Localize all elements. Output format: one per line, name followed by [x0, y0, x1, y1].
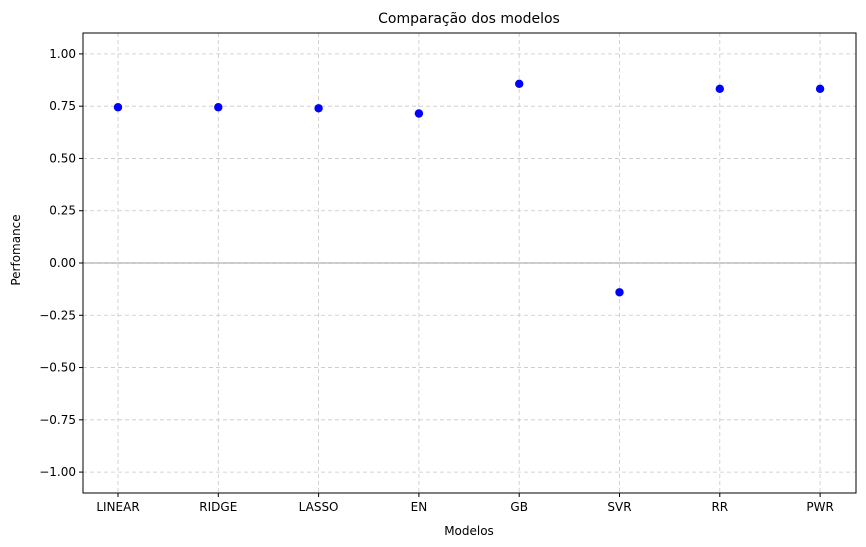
chart-title: Comparação dos modelos — [378, 11, 560, 27]
x-tick-label-ridge: RIDGE — [199, 500, 237, 514]
points-layer — [113, 79, 825, 297]
data-point-gb — [515, 79, 524, 89]
x-ticks: LINEAR RIDGE LASSO EN GB SVR RR PWR — [96, 493, 834, 514]
y-tick-label-1: −0.75 — [39, 413, 76, 427]
x-tick-label-svr: SVR — [607, 500, 631, 514]
x-tick-label-gb: GB — [510, 500, 528, 514]
x-tick-label-lasso: LASSO — [299, 500, 339, 514]
data-point-ridge — [214, 103, 223, 112]
data-point-linear — [113, 103, 123, 112]
y-tick-label-4: 0.00 — [49, 256, 76, 270]
x-tick-label-linear: LINEAR — [96, 500, 139, 514]
data-point-lasso — [314, 104, 323, 113]
data-point-en — [414, 109, 424, 118]
y-tick-label-6: 0.50 — [49, 151, 76, 165]
data-point-rr — [715, 84, 724, 94]
data-point-pwr — [815, 84, 825, 94]
y-tick-label-5: 0.25 — [49, 204, 76, 218]
x-tick-label-en: EN — [411, 500, 428, 514]
y-axis-label: Perfomance — [9, 214, 23, 285]
x-axis-label: Modelos — [444, 524, 494, 538]
y-tick-label-2: −0.50 — [39, 361, 76, 375]
data-point-svr — [615, 288, 624, 297]
y-tick-label-7: 0.75 — [49, 99, 76, 113]
x-tick-label-pwr: PWR — [806, 500, 833, 514]
y-tick-label-3: −0.25 — [39, 308, 76, 322]
y-tick-label-8: 1.00 — [49, 47, 76, 61]
x-tick-label-rr: RR — [711, 500, 728, 514]
y-ticks: −1.00 −0.75 −0.50 −0.25 0.00 0.25 0.50 0.75 1.00 — [39, 47, 83, 479]
y-tick-label-0: −1.00 — [39, 465, 76, 479]
